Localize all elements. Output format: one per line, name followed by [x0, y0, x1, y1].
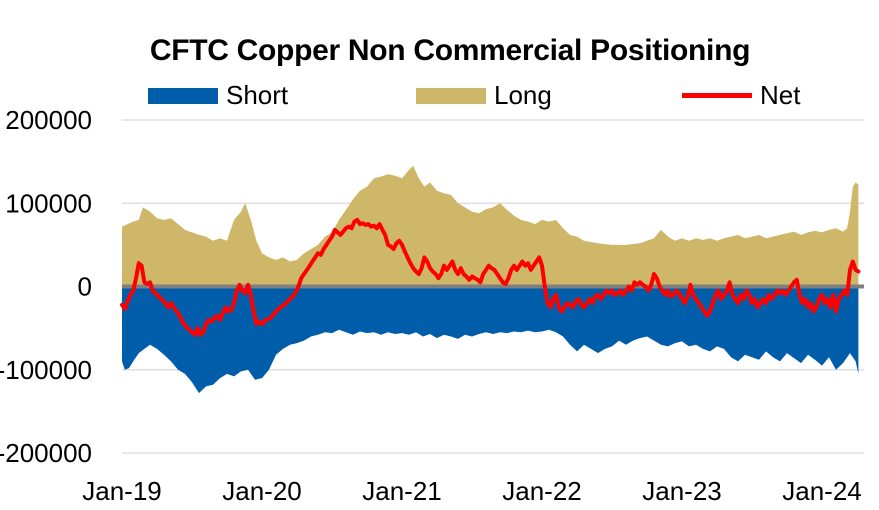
- x-tick-label-0: Jan-19: [82, 476, 162, 506]
- legend-item-short: Short: [148, 80, 288, 111]
- y-tick-label-3: -100000: [0, 355, 92, 385]
- legend-item-long: Long: [416, 80, 552, 111]
- legend-item-net: Net: [682, 80, 800, 111]
- legend-label-net: Net: [760, 80, 801, 110]
- legend-swatch-short: [148, 87, 218, 104]
- y-tick-label-0: 200000: [5, 105, 92, 135]
- series-net-line: [120, 217, 861, 337]
- legend-label-short: Short: [226, 80, 289, 110]
- x-tick-label-5: Jan-24: [782, 476, 862, 506]
- series-short-area: [122, 286, 859, 394]
- legend: Short Long Net: [0, 80, 879, 110]
- legend-line-net: [682, 93, 752, 98]
- y-tick-label-2: 0: [78, 272, 92, 302]
- x-tick-label-2: Jan-21: [362, 476, 442, 506]
- y-tick-label-1: 100000: [5, 188, 92, 218]
- x-tick-label-1: Jan-20: [222, 476, 302, 506]
- series-long-area: [122, 165, 859, 287]
- y-tick-label-4: -200000: [0, 438, 92, 468]
- legend-label-long: Long: [494, 80, 552, 110]
- x-tick-label-3: Jan-22: [502, 476, 582, 506]
- legend-swatch-long: [416, 87, 486, 104]
- chart-title: CFTC Copper Non Commercial Positioning: [149, 34, 751, 67]
- x-tick-label-4: Jan-23: [642, 476, 722, 506]
